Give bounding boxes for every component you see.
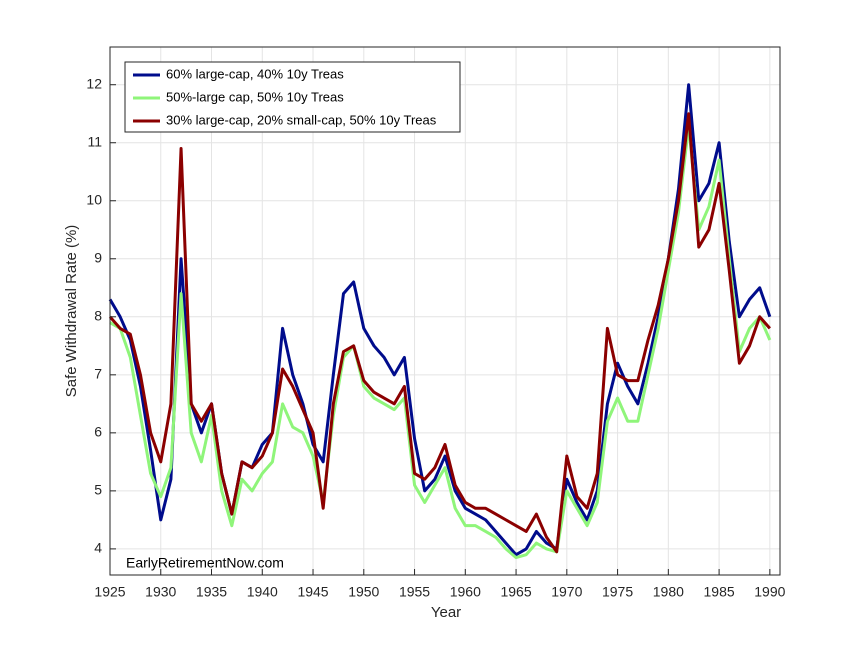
y-tick-label: 12 <box>86 75 102 91</box>
x-tick-label: 1940 <box>247 584 278 600</box>
watermark: EarlyRetirementNow.com <box>126 555 284 571</box>
series-line <box>108 112 771 554</box>
x-tick-label: 1965 <box>500 584 531 600</box>
legend-label: 60% large-cap, 40% 10y Treas <box>166 66 344 81</box>
x-tick-label: 1925 <box>94 584 125 600</box>
x-tick-label: 1970 <box>551 584 582 600</box>
ticks: 1925 1930 1935 1940 1945 1950 1955 1960 1965 1970… <box>86 75 785 599</box>
y-tick-label: 8 <box>94 308 102 324</box>
y-tick-label: 6 <box>94 424 102 440</box>
legend: 60% large-cap, 40% 10y Treas 50%-large ca… <box>124 61 461 133</box>
x-tick-label: 1975 <box>602 584 633 600</box>
x-tick-label: 1990 <box>754 584 785 600</box>
x-tick-label: 1985 <box>704 584 735 600</box>
legend-box <box>124 61 461 133</box>
y-axis-label: Safe Withdrawal Rate (%) <box>63 225 80 398</box>
x-tick-label: 1960 <box>450 584 481 600</box>
lines <box>108 83 772 560</box>
x-tick-label: 1950 <box>348 584 379 600</box>
series-line <box>109 123 772 560</box>
x-axis-label: Year <box>431 604 461 621</box>
x-tick-label: 1935 <box>196 584 227 600</box>
y-tick-label: 4 <box>94 540 102 556</box>
y-tick-label: 5 <box>94 482 102 498</box>
x-tick-label: 1955 <box>399 584 430 600</box>
legend-label: 30% large-cap, 20% small-cap, 50% 10y Tr… <box>166 112 437 127</box>
y-tick-label: 11 <box>87 133 102 149</box>
y-tick-label: 9 <box>94 249 102 265</box>
x-tick-label: 1930 <box>145 584 176 600</box>
y-tick-label: 10 <box>86 191 102 207</box>
axes-box <box>109 46 781 576</box>
x-tick-label: 1945 <box>297 584 328 600</box>
y-tick-label: 7 <box>94 366 102 382</box>
x-tick-label: 1980 <box>653 584 684 600</box>
legend-label: 50%-large cap, 50% 10y Treas <box>166 89 344 104</box>
